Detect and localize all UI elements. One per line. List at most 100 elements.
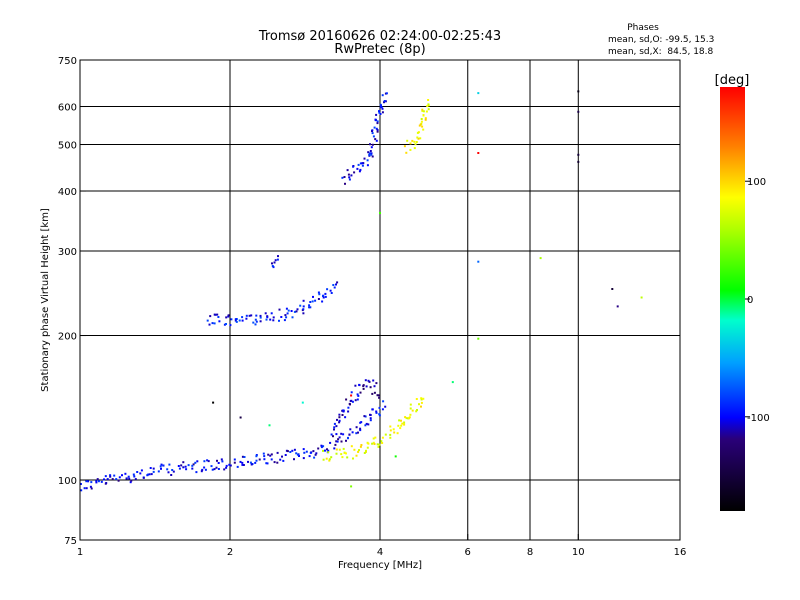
x-tick-label: 6 bbox=[465, 547, 471, 558]
data-point bbox=[133, 475, 136, 478]
data-point bbox=[248, 314, 251, 317]
data-point bbox=[327, 451, 330, 454]
data-point bbox=[282, 459, 285, 462]
data-point bbox=[234, 319, 237, 322]
data-point bbox=[276, 451, 279, 454]
data-point bbox=[389, 429, 392, 432]
data-point bbox=[477, 260, 480, 263]
data-point bbox=[394, 455, 397, 458]
data-point bbox=[281, 455, 283, 458]
data-point bbox=[364, 424, 367, 427]
data-point bbox=[271, 262, 273, 265]
data-point bbox=[290, 310, 293, 312]
data-point bbox=[348, 402, 351, 405]
data-point bbox=[415, 410, 418, 413]
data-point bbox=[355, 432, 358, 435]
data-point bbox=[270, 453, 273, 456]
data-point bbox=[378, 406, 381, 409]
y-tick-label: 100 bbox=[58, 476, 77, 487]
data-point bbox=[118, 476, 121, 479]
data-point bbox=[347, 436, 349, 439]
data-point bbox=[336, 440, 339, 443]
data-point bbox=[365, 422, 368, 425]
data-point bbox=[372, 437, 375, 440]
data-point bbox=[421, 108, 424, 111]
data-point bbox=[338, 416, 341, 419]
data-point bbox=[160, 467, 162, 470]
data-point bbox=[356, 393, 359, 396]
data-point bbox=[333, 428, 335, 431]
data-point bbox=[341, 176, 344, 179]
data-point bbox=[269, 454, 272, 457]
data-point bbox=[416, 409, 418, 411]
data-point bbox=[201, 468, 204, 471]
data-point bbox=[381, 436, 384, 439]
data-point bbox=[264, 312, 267, 315]
data-point bbox=[213, 468, 216, 471]
data-point bbox=[134, 478, 137, 481]
data-point bbox=[324, 295, 327, 298]
data-point bbox=[329, 289, 332, 292]
data-point bbox=[357, 163, 360, 166]
data-point bbox=[364, 450, 367, 453]
data-point bbox=[375, 127, 378, 130]
data-point bbox=[409, 403, 412, 406]
data-point bbox=[356, 398, 359, 401]
data-point bbox=[425, 110, 428, 113]
data-point bbox=[263, 455, 266, 458]
y-tick-label: 750 bbox=[58, 56, 77, 67]
data-point bbox=[477, 152, 480, 154]
data-point bbox=[383, 101, 385, 104]
data-point bbox=[239, 460, 242, 463]
data-point bbox=[616, 305, 619, 308]
x-axis-label: Frequency [MHz] bbox=[338, 560, 422, 571]
data-point bbox=[223, 323, 226, 326]
data-point bbox=[346, 456, 349, 459]
data-point bbox=[318, 293, 321, 296]
data-point bbox=[413, 147, 416, 150]
data-point bbox=[268, 424, 271, 427]
data-point bbox=[376, 130, 379, 133]
y-tick-label: 200 bbox=[58, 332, 77, 343]
data-point bbox=[325, 457, 328, 460]
data-point bbox=[152, 467, 155, 470]
data-point bbox=[90, 487, 93, 490]
data-point bbox=[270, 458, 273, 461]
data-point bbox=[416, 136, 419, 139]
data-point bbox=[403, 145, 406, 148]
data-point bbox=[422, 114, 425, 117]
data-point bbox=[284, 314, 287, 317]
data-point bbox=[212, 401, 215, 404]
data-point bbox=[404, 416, 407, 419]
data-point bbox=[103, 478, 105, 481]
chart-title: Tromsø 20160626 02:24:00-02:25:43 bbox=[258, 29, 501, 44]
data-point bbox=[284, 454, 287, 456]
data-point bbox=[308, 306, 311, 309]
data-point bbox=[117, 479, 120, 482]
data-point bbox=[217, 468, 220, 470]
data-point bbox=[338, 413, 341, 416]
data-point bbox=[348, 433, 351, 436]
data-point bbox=[357, 450, 360, 453]
data-point bbox=[369, 414, 372, 416]
data-point bbox=[208, 323, 211, 326]
data-point bbox=[369, 152, 371, 155]
data-point bbox=[341, 414, 344, 416]
data-point bbox=[340, 432, 343, 435]
data-point bbox=[343, 176, 346, 178]
data-point bbox=[382, 400, 385, 403]
x-tick-label: 16 bbox=[674, 547, 687, 558]
data-point bbox=[195, 471, 198, 474]
data-point bbox=[389, 436, 392, 439]
data-point bbox=[326, 448, 328, 451]
data-point bbox=[293, 448, 296, 451]
phase-stats-title: Phases bbox=[627, 23, 659, 33]
data-point bbox=[311, 300, 314, 303]
x-tick-label: 10 bbox=[572, 547, 585, 558]
data-point bbox=[295, 452, 298, 455]
data-point bbox=[362, 384, 365, 387]
data-point bbox=[330, 292, 333, 294]
data-point bbox=[392, 428, 395, 431]
data-point bbox=[408, 417, 410, 420]
data-point bbox=[349, 428, 352, 431]
